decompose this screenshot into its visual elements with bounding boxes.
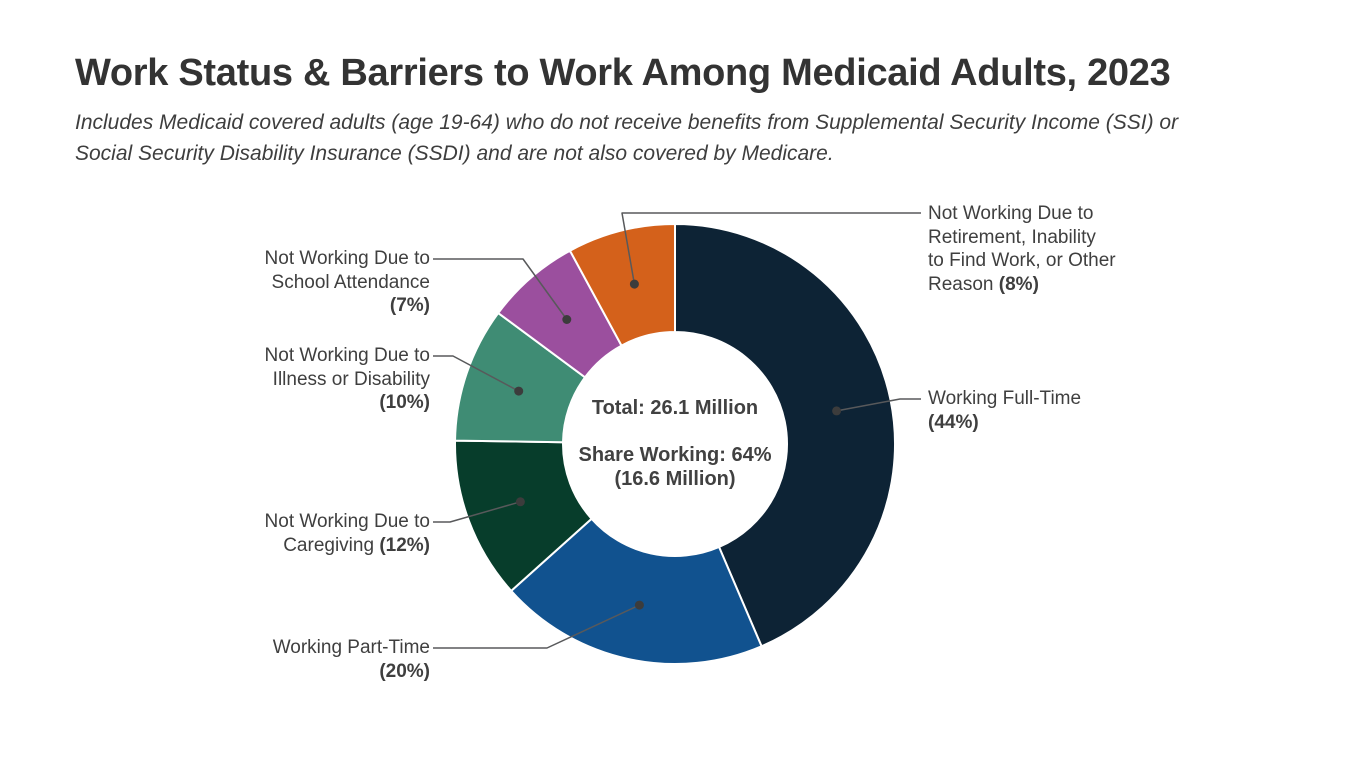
center-total-label: Total: 26.1 Million (591, 397, 759, 419)
leader-line-fulltime (836, 398, 921, 412)
segment-label-line: School Attendance (271, 271, 430, 293)
leader-dot-illness (514, 386, 524, 396)
leader-line-parttime (433, 604, 640, 649)
center-text-gap (505, 420, 845, 443)
leader-dot-retirement (629, 279, 639, 289)
segment-label-line: Illness or Disability (272, 368, 430, 390)
segment-label-line: (20%) (273, 660, 430, 684)
segment-label-line: to Find Work, or Other (928, 250, 1116, 271)
segment-label-line: Reason (8%) (928, 273, 1039, 295)
leader-line-school (433, 258, 568, 320)
leader-dot-caregiving (515, 497, 525, 507)
chart-segment-retirement (568, 223, 676, 347)
segment-label-school: Not Working Due to School Attendance (7%) (265, 247, 430, 318)
leader-dot-parttime (634, 600, 644, 610)
center-share-millions: (16.6 Million) (614, 468, 736, 490)
segment-label-line: Working Part-Time (272, 637, 430, 658)
segment-label-illness: Not Working Due to Illness or Disability(… (265, 344, 430, 415)
center-share-label: Share Working: 64% (578, 444, 772, 466)
segment-label-line: Retirement, Inability (928, 226, 1096, 248)
page-subtitle: Includes Medicaid covered adults (age 19… (75, 111, 1179, 165)
chart-segment-parttime (510, 517, 763, 665)
segment-label-line: Caregiving (12%) (283, 534, 430, 556)
donut-center-text: Total: 26.1 Million Share Working: 64% (… (505, 396, 845, 491)
segment-label-caregiving: Not Working Due to Caregiving (12%) (265, 510, 430, 557)
leader-line-caregiving (433, 501, 521, 523)
segment-pct-value: (10%) (379, 392, 430, 413)
segment-pct-value: (44%) (928, 411, 979, 433)
leader-line-illness (433, 355, 520, 392)
segment-label-line: Not Working Due to (264, 511, 430, 532)
chart-segment-fulltime (674, 223, 897, 648)
segment-pct-value: (12%) (379, 534, 430, 556)
leader-line-retirement (621, 212, 921, 285)
segment-pct-value: (7%) (389, 295, 430, 316)
segment-label-line: (10%) (265, 391, 430, 415)
segment-label-line: (44%) (928, 411, 1081, 435)
segment-label-line: Not Working Due to (264, 248, 430, 269)
segment-label-line: Not Working Due to (928, 203, 1094, 224)
segment-pct-value: (20%) (379, 660, 430, 682)
segment-label-line: Working Full-Time (928, 388, 1082, 409)
page-title: Work Status & Barriers to Work Among Med… (75, 52, 1171, 94)
leader-lines (433, 212, 921, 649)
segment-label-line: Not Working Due to (264, 345, 430, 366)
segment-label-line: (7%) (265, 294, 430, 318)
donut-segments (454, 223, 897, 665)
segment-label-retirement: Not Working Due to Retirement, Inability t… (928, 202, 1116, 296)
segment-label-fulltime: Working Full-Time (44%) (928, 387, 1081, 434)
leader-dot-school (562, 315, 572, 324)
leader-dot-fulltime (832, 406, 842, 416)
segment-label-parttime: Working Part-Time (20%) (273, 636, 430, 683)
segment-pct-value: (8%) (998, 273, 1039, 295)
